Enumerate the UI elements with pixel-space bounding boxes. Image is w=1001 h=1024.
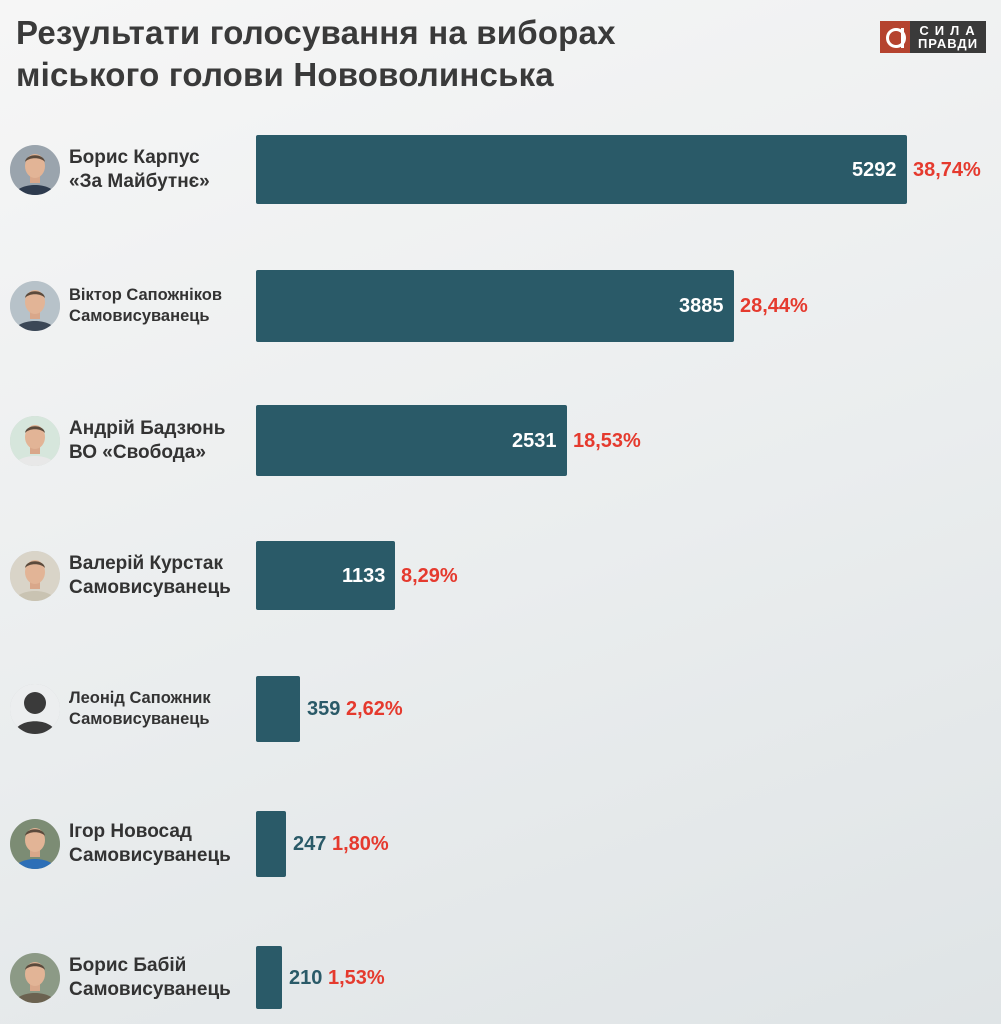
candidate-name: Ігор Новосад: [69, 821, 192, 842]
candidate-label: Андрій Бадзюнь ВО «Свобода»: [69, 417, 225, 465]
person-photo-icon: [10, 819, 60, 869]
candidate-name: Леонід Сапожник: [69, 689, 211, 707]
candidate-name: Андрій Бадзюнь: [69, 417, 226, 439]
person-photo-icon: [10, 144, 60, 195]
vote-bar: [256, 811, 286, 877]
vote-count-label: 5292: [852, 158, 897, 181]
vote-percent-label: 38,74%: [913, 158, 981, 181]
candidate-name: Борис Карпус: [69, 146, 200, 168]
vote-count-label: 1133: [342, 564, 386, 587]
logo-line-1: СИЛА: [919, 23, 981, 38]
vote-percent-label: 8,29%: [401, 564, 458, 587]
vote-percent-label: 18,53%: [573, 429, 641, 452]
vote-bar: [256, 135, 907, 204]
vote-bar: [256, 541, 395, 610]
logo-line-2: ПРАВДИ: [917, 36, 979, 51]
sila-pravdy-logo: СИЛА ПРАВДИ: [880, 21, 986, 53]
person-photo-icon: [10, 550, 60, 601]
candidate-party: Самовисуванець: [69, 845, 231, 866]
vote-count-label: 210: [289, 966, 323, 989]
title-line-1: Результати голосування на виборах: [16, 14, 616, 51]
vote-count-label: 3885: [679, 295, 724, 317]
candidate-name: Валерій Курстак: [69, 552, 223, 574]
candidate-party: «За Майбутнє»: [69, 170, 210, 192]
candidate-label: Віктор Сапожніков Самовисуванець: [69, 285, 222, 327]
vote-percent-label: 28,44%: [740, 295, 808, 317]
vote-percent-label: 1,80%: [332, 833, 389, 855]
vote-bar: [256, 270, 734, 342]
chart-title: Результати голосування на виборах місько…: [16, 12, 616, 96]
candidate-name: Борис Бабій: [69, 954, 187, 976]
logo-text: СИЛА ПРАВДИ: [910, 21, 986, 53]
vote-percent-label: 1,53%: [328, 966, 385, 989]
candidate-party: Самовисуванець: [69, 710, 210, 728]
vote-bar: [256, 946, 282, 1009]
candidate-label: Валерій Курстак Самовисуванець: [69, 552, 231, 600]
vote-count-label: 359: [307, 698, 341, 720]
candidate-party: Самовисуванець: [69, 978, 231, 1000]
vote-count-label: 2531: [512, 429, 557, 452]
person-photo-icon: [10, 415, 60, 466]
candidate-label: Борис Бабій Самовисуванець: [69, 954, 231, 1002]
person-silhouette-icon: [10, 684, 60, 734]
candidate-name: Віктор Сапожніков: [69, 286, 222, 304]
candidate-label: Леонід Сапожник Самовисуванець: [69, 688, 211, 730]
candidate-label: Борис Карпус «За Майбутнє»: [69, 146, 210, 194]
logo-mark-icon: [880, 21, 910, 53]
person-photo-icon: [10, 952, 60, 1003]
title-line-2: міського голови Нововолинська: [16, 56, 554, 93]
vote-percent-label: 2,62%: [346, 698, 403, 720]
vote-count-label: 247: [293, 833, 327, 855]
candidate-label: Ігор Новосад Самовисуванець: [69, 820, 231, 868]
vote-bar: [256, 676, 300, 742]
vote-bar: [256, 405, 567, 476]
person-photo-icon: [10, 281, 60, 331]
candidate-party: Самовисуванець: [69, 307, 210, 325]
candidate-party: ВО «Свобода»: [69, 441, 206, 463]
candidate-party: Самовисуванець: [69, 576, 231, 598]
